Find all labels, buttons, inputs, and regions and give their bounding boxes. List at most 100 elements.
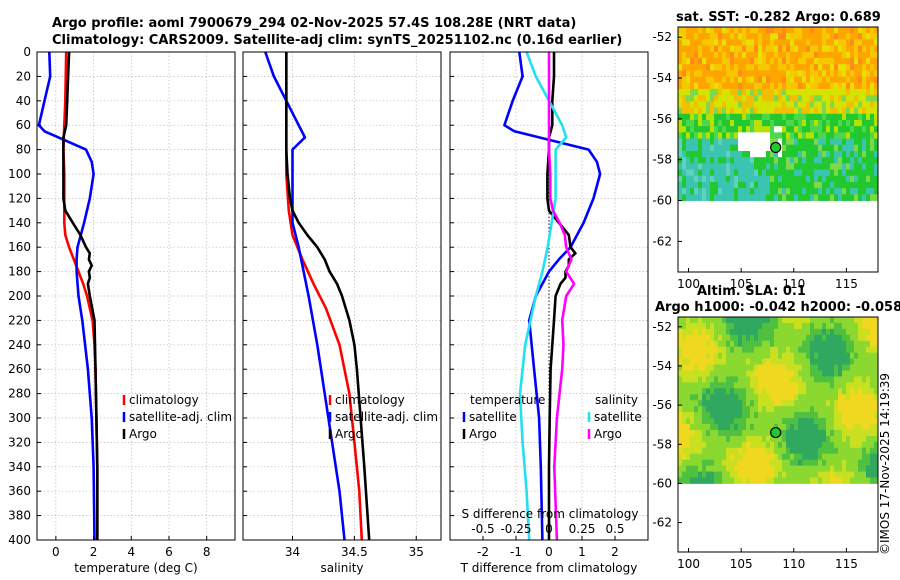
sla-map-cell xyxy=(726,406,731,413)
sst-map-cell xyxy=(858,27,863,34)
sst-map-cell xyxy=(738,70,743,77)
sst-map-cell xyxy=(702,82,707,90)
sst-map-cell xyxy=(762,88,767,96)
sla-map-cell xyxy=(850,435,855,443)
sla-map-cell xyxy=(874,418,879,425)
sla-map-cell xyxy=(738,418,743,425)
sla-map-cell xyxy=(826,340,831,348)
sst-map-cell xyxy=(826,64,831,71)
sla-map-cell xyxy=(702,447,707,455)
sla-map-cell xyxy=(770,394,775,401)
sst-map-cell xyxy=(722,157,727,164)
sst-map-cell xyxy=(754,64,759,71)
sla-map-cell xyxy=(874,406,879,413)
sst-map-cell xyxy=(762,101,767,108)
sst-map-cell xyxy=(694,33,699,40)
sla-map-cell xyxy=(850,418,855,425)
sst-map-cell xyxy=(842,163,847,170)
sla-map-cell xyxy=(830,465,835,472)
sst-map-cell xyxy=(714,181,719,189)
sst-map-cell xyxy=(846,169,851,177)
sst-map-cell xyxy=(862,138,867,146)
sst-map-cell xyxy=(838,157,843,164)
sla-map-cell xyxy=(750,322,755,330)
sla-map-cell xyxy=(826,394,831,401)
sst-map-cell xyxy=(762,39,767,46)
sst-map-cell xyxy=(838,51,843,59)
sst-map-cell xyxy=(718,188,723,195)
sst-map-cell xyxy=(858,39,863,46)
sst-map-cell xyxy=(726,132,731,139)
sst-map-cell xyxy=(818,51,823,59)
sla-map-cell xyxy=(870,376,875,383)
sla-map-cell xyxy=(694,424,699,431)
sst-map-cell xyxy=(782,113,787,121)
sst-map-cell xyxy=(742,188,747,195)
sst-map-cell xyxy=(718,163,723,170)
sst-map-cell xyxy=(698,88,703,96)
sla-map-cell xyxy=(766,400,771,407)
sst-map-cell xyxy=(694,95,699,102)
sla-map-cell xyxy=(766,340,771,348)
sla-map-title: Altim. SLA: 0.1 xyxy=(697,284,806,299)
sla-map-cell xyxy=(854,453,859,461)
sla-map-cell xyxy=(814,471,819,478)
sst-map-cell xyxy=(814,45,819,53)
sla-map-cell xyxy=(706,453,711,461)
sst-map-cell xyxy=(858,64,863,71)
panel-2-x-tick-label: 34.5 xyxy=(341,545,368,559)
sst-map-cell xyxy=(678,150,683,158)
sst-map-cell xyxy=(838,188,843,195)
sst-map-cell xyxy=(714,39,719,46)
sla-map-cell xyxy=(806,322,811,330)
sst-map-cell xyxy=(706,163,711,170)
sla-map-cell xyxy=(762,412,767,419)
sst-map-cell xyxy=(694,126,699,133)
sla-map-cell xyxy=(766,364,771,371)
sst-map-cell xyxy=(694,132,699,139)
sla-map-cell xyxy=(710,412,715,419)
sla-map-cell xyxy=(742,429,747,437)
sst-map-cell xyxy=(722,45,727,53)
sla-map-cell xyxy=(726,429,731,437)
sla-map-cell xyxy=(834,453,839,461)
sst-map-cell xyxy=(686,175,691,183)
sla-map-cell xyxy=(730,424,735,431)
sla-map-cell xyxy=(838,382,843,389)
sla-map-cell xyxy=(754,346,759,354)
sst-map-cell xyxy=(798,175,803,183)
sla-map-cell xyxy=(738,328,743,336)
sst-map-cell xyxy=(702,157,707,164)
sla-map-cell xyxy=(874,465,879,472)
sla-map-cell xyxy=(842,370,847,377)
sla-map-cell xyxy=(790,424,795,431)
sla-map-cell xyxy=(794,406,799,413)
sst-map-cell xyxy=(822,175,827,183)
sla-map-cell xyxy=(698,364,703,371)
sst-map-cell xyxy=(722,126,727,133)
sla-map-cell xyxy=(730,322,735,330)
sst-map-cell xyxy=(850,70,855,77)
sla-map-cell xyxy=(858,447,863,455)
sla-map-cell xyxy=(798,406,803,413)
sla-map-cell xyxy=(838,406,843,413)
sst-map-cell xyxy=(818,88,823,96)
sla-map-cell xyxy=(786,447,791,455)
sst-map-cell xyxy=(774,51,779,59)
sst-map-cell xyxy=(682,150,687,158)
sla-map-cell xyxy=(822,328,827,336)
sst-map-cell xyxy=(698,194,703,201)
sst-map-cell xyxy=(830,113,835,121)
sst-map-cell xyxy=(802,119,807,127)
sla-map-cell xyxy=(858,465,863,472)
sla-map-cell xyxy=(822,400,827,407)
sst-map-cell xyxy=(786,101,791,108)
sst-map-cell xyxy=(738,64,743,71)
sst-map-cell xyxy=(690,76,695,84)
sst-map-cell xyxy=(870,163,875,170)
sla-map-cell xyxy=(718,352,723,360)
sst-map-cell xyxy=(834,119,839,127)
sst-map-cell xyxy=(682,119,687,127)
sst-map-cell xyxy=(682,126,687,133)
sla-map-cell xyxy=(718,412,723,419)
